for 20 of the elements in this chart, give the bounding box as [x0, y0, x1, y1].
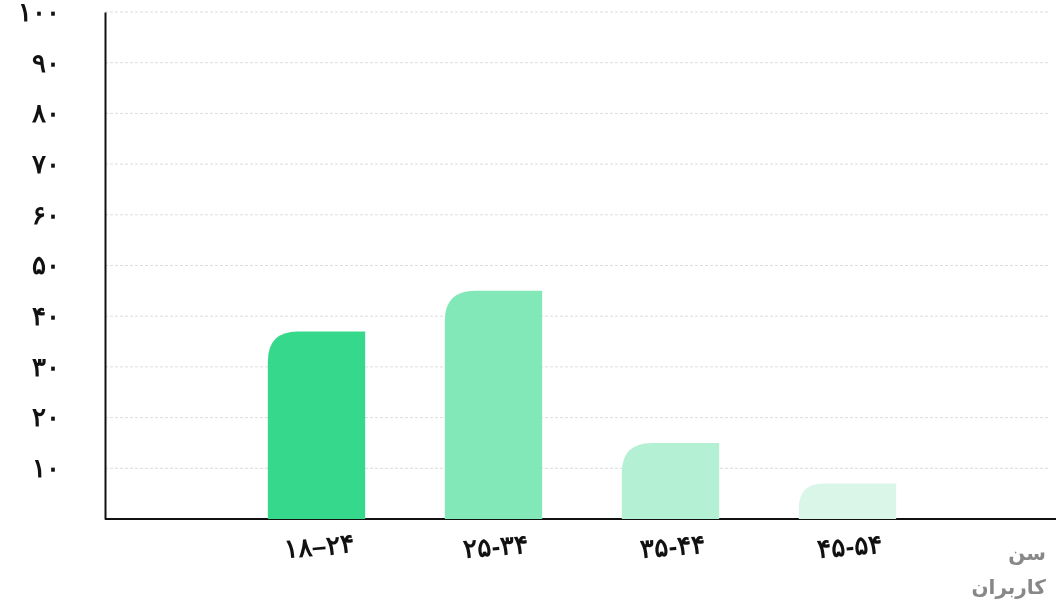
bar	[621, 442, 720, 519]
bar	[444, 290, 543, 519]
x-tick-label: ۱۸–۲۴	[282, 528, 356, 565]
y-tick-label: ۵۰	[32, 250, 60, 281]
x-tick-label: ۳۵-۴۴	[639, 528, 707, 565]
y-tick-label: ۱۰	[32, 453, 60, 484]
y-tick-label: ۷۰	[31, 148, 60, 179]
x-tick-label: ۲۵-۳۴	[462, 528, 530, 565]
y-tick-label: ۴۰	[32, 301, 60, 332]
y-tick-label: ۶۰	[32, 199, 60, 230]
x-axis-title: سن	[1008, 541, 1046, 565]
y-tick-label: ۸۰	[31, 98, 60, 129]
y-tick-label: ۲۰	[32, 402, 60, 433]
text: کاربران	[971, 575, 1047, 599]
x-tick-label: ۴۵-۵۴	[816, 528, 884, 565]
bar	[267, 331, 366, 519]
y-tick-label: ۹۰	[32, 47, 60, 78]
y-tick-label: ۱۰۰	[18, 0, 60, 27]
bar	[798, 483, 897, 519]
y-tick-label: ۳۰	[32, 351, 60, 382]
